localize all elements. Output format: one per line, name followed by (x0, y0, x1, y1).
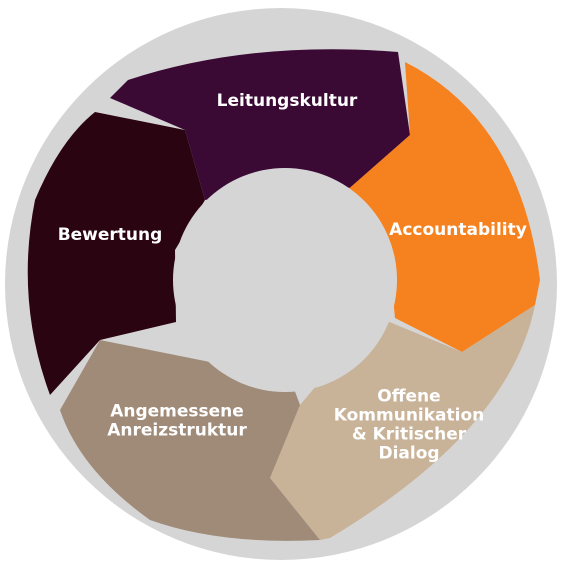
segment-leitungskultur (110, 49, 410, 200)
label-line: Anreizstruktur (107, 421, 247, 441)
label-offene-kommunikation: Offene Kommunikation & Kritischer Dialog (334, 387, 485, 464)
label-leitungskultur: Leitungskultur (217, 91, 358, 111)
label-line: Leitungskultur (217, 91, 358, 111)
label-line: & Kritischer (352, 425, 467, 445)
segment-angemessene-anreizstruktur (60, 340, 320, 541)
labels-group: Leitungskultur Accountability Offene Kommun… (58, 91, 527, 464)
label-line: Accountability (389, 220, 527, 240)
label-line: Offene (377, 387, 440, 407)
segment-bewertung (27, 112, 205, 395)
center-hub (173, 168, 397, 392)
label-angemessene-anreizstruktur: Angemessene Anreizstruktur (107, 402, 247, 441)
label-line: Angemessene (110, 402, 244, 422)
label-line: Dialog (378, 444, 439, 464)
label-line: Bewertung (58, 225, 163, 245)
label-line: Kommunikation (334, 406, 485, 426)
label-accountability: Accountability (389, 220, 527, 240)
label-bewertung: Bewertung (58, 225, 163, 245)
